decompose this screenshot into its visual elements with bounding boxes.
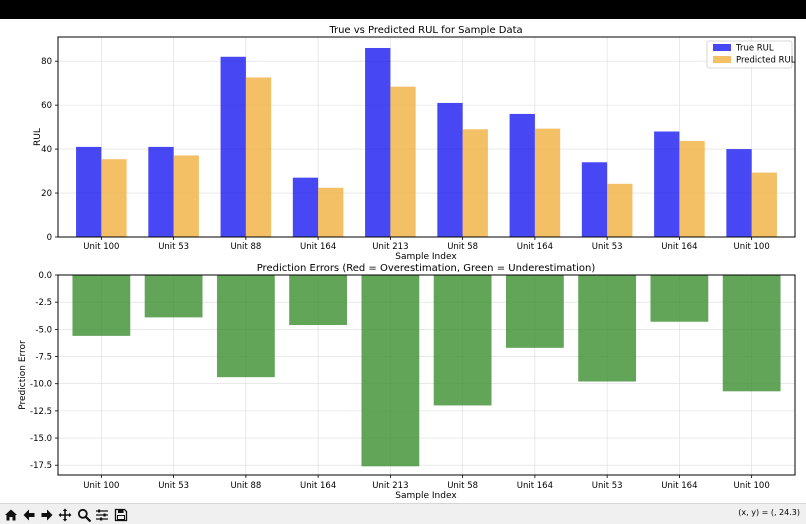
prediction-error-bar <box>289 275 348 325</box>
error-y-tick-label: -2.5 <box>35 298 52 308</box>
prediction-error-bar <box>72 275 131 336</box>
prediction-error-bar <box>361 275 420 467</box>
error-y-tick-label: -15.0 <box>30 434 52 444</box>
rul-chart-frame <box>57 36 796 238</box>
true-rul-bar <box>148 146 174 237</box>
rul-chart-title: True vs Predicted RUL for Sample Data <box>328 25 522 36</box>
error-x-tick-label: Unit 58 <box>447 481 478 491</box>
true-rul-bar <box>509 113 535 237</box>
rul-chart-x-label: Sample Index <box>395 252 457 262</box>
error-chart-x-ticks: Unit 100 Unit 53 Unit 88 Unit 164 Unit 213 Un… <box>83 475 770 491</box>
error-chart-title: Prediction Errors (Red = Overestimation,… <box>257 263 596 274</box>
rul-y-tick-label: 40 <box>41 145 52 155</box>
predicted-rul-bar <box>751 172 777 237</box>
rul-x-tick-label: Unit 58 <box>447 242 478 252</box>
error-x-tick-label: Unit 164 <box>661 481 697 491</box>
prediction-error-bar <box>722 275 781 392</box>
coordinate-readout: (x, y) = (, 24.3) <box>738 508 800 517</box>
plot-toolbar: (x, y) = (, 24.3) <box>0 503 806 524</box>
rul-y-tick-label: 20 <box>41 189 52 199</box>
prediction-error-bar <box>216 275 275 378</box>
error-chart-frame <box>57 274 796 476</box>
error-chart-y-ticks: 0.0 -2.5 -5.0 -7.5 -10.0 -12.5 -15.0 -17.5 <box>30 271 58 471</box>
rul-x-tick-label: Unit 164 <box>300 242 336 252</box>
rul-x-tick-label: Unit 88 <box>230 242 261 252</box>
predicted-rul-bar <box>390 86 416 238</box>
forward-arrow-icon[interactable] <box>38 506 56 523</box>
error-x-tick-label: Unit 164 <box>300 481 336 491</box>
predicted-rul-bar <box>607 183 633 237</box>
save-icon[interactable] <box>112 506 130 523</box>
error-chart-x-label: Sample Index <box>395 491 457 501</box>
rul-chart-bars <box>76 47 777 238</box>
true-rul-bar <box>581 162 608 237</box>
error-chart: 0.0 -2.5 -5.0 -7.5 -10.0 -12.5 -15.0 -17.5 Unit… <box>18 263 796 501</box>
window-top-bar <box>0 0 806 19</box>
error-y-tick-label: 0.0 <box>38 271 52 281</box>
true-rul-bar <box>220 56 246 238</box>
error-x-tick-label: Unit 88 <box>230 481 261 491</box>
rul-chart-y-ticks: 0 20 40 60 80 <box>41 57 58 243</box>
rul-x-tick-label: Unit 53 <box>592 242 623 252</box>
error-y-tick-label: -7.5 <box>35 353 52 363</box>
error-chart-bars <box>58 274 795 467</box>
rul-chart-legend: True RUL Predicted RUL <box>706 40 796 69</box>
true-rul-bar <box>654 131 680 237</box>
rul-y-tick-label: 60 <box>41 101 52 111</box>
legend-swatch-predicted-rul <box>713 56 731 63</box>
error-x-tick-label: Unit 100 <box>83 481 119 491</box>
legend-label-predicted-rul: Predicted RUL <box>736 56 796 66</box>
prediction-error-bar <box>433 275 492 406</box>
predicted-rul-bar <box>318 187 344 237</box>
error-x-tick-label: Unit 53 <box>158 481 189 491</box>
prediction-error-bar <box>578 275 637 382</box>
rul-y-tick-label: 0 <box>47 233 52 243</box>
error-x-tick-label: Unit 100 <box>734 481 770 491</box>
prediction-error-bar <box>505 275 564 348</box>
back-arrow-icon[interactable] <box>20 506 38 523</box>
error-y-tick-label: -5.0 <box>35 325 52 335</box>
true-rul-bar <box>292 177 319 237</box>
predicted-rul-bar <box>679 140 705 237</box>
error-chart-y-label: Prediction Error <box>18 340 28 410</box>
true-rul-bar <box>365 47 391 237</box>
predicted-rul-bar <box>245 77 272 237</box>
rul-x-tick-label: Unit 53 <box>158 242 189 252</box>
predicted-rul-bar <box>101 159 127 237</box>
prediction-error-bar <box>650 275 709 322</box>
home-icon[interactable] <box>2 506 20 523</box>
pan-icon[interactable] <box>56 506 74 523</box>
true-rul-bar <box>76 146 102 237</box>
rul-chart-x-ticks: Unit 100 Unit 53 Unit 88 Unit 164 Unit 213 Un… <box>83 237 770 252</box>
rul-x-tick-label: Unit 100 <box>734 242 770 252</box>
true-rul-bar <box>726 149 752 237</box>
rul-x-tick-label: Unit 213 <box>372 242 408 252</box>
true-rul-bar <box>437 102 463 237</box>
rul-x-tick-label: Unit 100 <box>83 242 119 252</box>
rul-x-tick-label: Unit 164 <box>661 242 697 252</box>
predicted-rul-bar <box>173 155 199 237</box>
zoom-icon[interactable] <box>75 506 93 523</box>
legend-swatch-true-rul <box>713 44 731 51</box>
error-x-tick-label: Unit 164 <box>517 481 553 491</box>
configure-subplots-icon[interactable] <box>93 506 111 523</box>
error-x-tick-label: Unit 213 <box>372 481 408 491</box>
figure-canvas: 0 20 40 60 80 Unit 100 Unit 53 Unit 88 Unit 164… <box>18 25 796 501</box>
error-x-tick-label: Unit 53 <box>592 481 623 491</box>
rul-chart-y-label: RUL <box>33 128 43 146</box>
rul-y-tick-label: 80 <box>41 57 52 67</box>
rul-chart: 0 20 40 60 80 Unit 100 Unit 53 Unit 88 Unit 164… <box>33 25 796 262</box>
predicted-rul-bar <box>462 129 488 237</box>
rul-x-tick-label: Unit 164 <box>517 242 553 252</box>
prediction-error-bar <box>144 275 203 318</box>
predicted-rul-bar <box>534 128 561 237</box>
error-y-tick-label: -12.5 <box>30 407 52 417</box>
error-y-tick-label: -10.0 <box>30 380 52 390</box>
legend-label-true-rul: True RUL <box>735 44 774 54</box>
error-y-tick-label: -17.5 <box>30 461 52 471</box>
